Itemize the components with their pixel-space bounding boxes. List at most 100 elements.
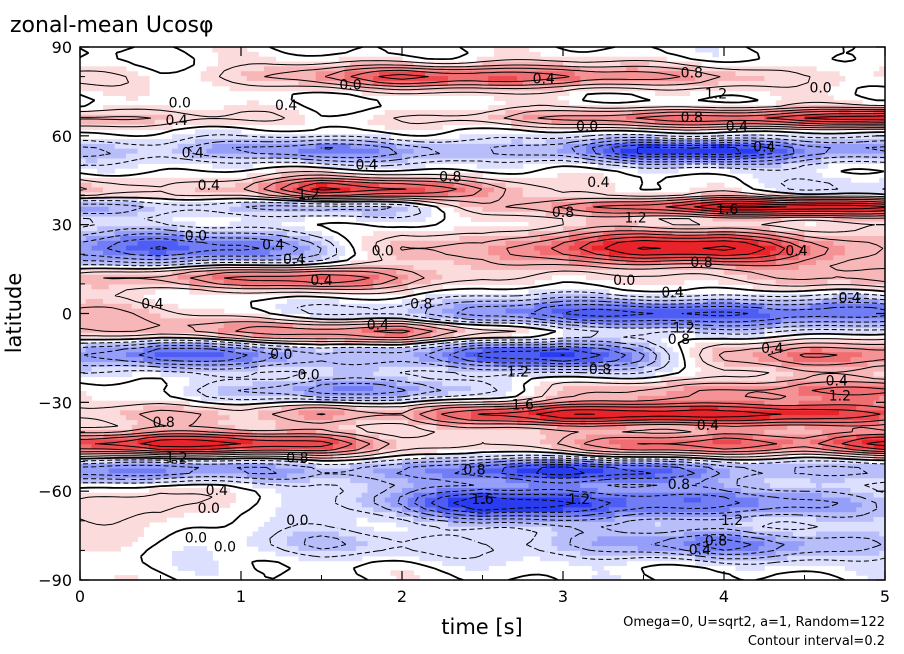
field-cell — [741, 85, 748, 92]
field-cell — [143, 260, 150, 266]
field-cell — [200, 109, 208, 116]
field-cell — [269, 158, 277, 164]
field-cell — [695, 255, 702, 261]
field-cell — [580, 269, 587, 276]
field-cell — [856, 143, 863, 150]
field-cell — [718, 202, 725, 208]
field-cell — [781, 76, 788, 82]
field-cell — [120, 187, 127, 193]
field-cell — [718, 80, 725, 87]
field-cell — [505, 71, 512, 77]
field-cell — [499, 51, 507, 58]
field-cell — [85, 255, 93, 261]
field-cell — [223, 177, 231, 184]
field-cell — [568, 153, 576, 160]
field-cell — [108, 206, 116, 213]
field-cell — [103, 109, 110, 116]
field-cell — [108, 105, 116, 111]
field-cell — [844, 250, 852, 256]
field-cell — [655, 231, 662, 237]
field-cell — [218, 158, 225, 164]
field-cell — [781, 168, 788, 174]
field-cell — [482, 216, 489, 223]
field-cell — [465, 231, 472, 237]
field-cell — [287, 61, 294, 67]
field-cell — [459, 202, 466, 208]
field-cell — [131, 139, 139, 145]
field-cell — [833, 182, 840, 189]
field-cell — [701, 76, 708, 82]
field-cell — [189, 260, 196, 266]
field-cell — [108, 114, 116, 121]
field-cell — [724, 148, 731, 155]
field-cell — [453, 61, 461, 67]
field-cell — [321, 71, 328, 77]
field-cell — [85, 163, 93, 169]
field-cell — [108, 139, 116, 145]
field-cell — [379, 235, 386, 242]
field-cell — [396, 158, 403, 164]
field-cell — [844, 206, 852, 213]
field-cell — [413, 66, 420, 72]
field-cell — [275, 158, 282, 164]
field-cell — [459, 148, 466, 155]
field-cell — [344, 177, 351, 184]
field-cell — [298, 153, 305, 160]
field-cell — [551, 245, 558, 252]
field-cell — [241, 61, 248, 67]
field-cell — [620, 139, 627, 145]
field-cell — [459, 61, 466, 67]
field-cell — [442, 153, 449, 160]
field-cell — [867, 255, 875, 261]
field-cell — [724, 187, 731, 193]
field-cell — [114, 197, 121, 203]
field-cell — [557, 192, 564, 198]
field-cell — [528, 231, 535, 237]
field-cell — [793, 76, 800, 82]
field-cell — [476, 76, 484, 82]
field-cell — [494, 163, 501, 169]
field-cell — [499, 47, 507, 53]
field-cell — [804, 153, 811, 160]
field-cell — [482, 240, 489, 247]
field-cell — [298, 114, 305, 121]
field-cell — [867, 182, 875, 189]
field-cell — [724, 197, 731, 203]
field-cell — [597, 119, 604, 126]
field-cell — [120, 105, 127, 111]
field-cell — [241, 177, 248, 184]
field-cell — [867, 206, 875, 213]
field-cell — [212, 206, 219, 213]
field-cell — [804, 143, 811, 150]
field-cell — [787, 134, 794, 140]
field-cell — [448, 71, 455, 77]
field-cell — [350, 153, 357, 160]
field-cell — [287, 66, 294, 72]
field-cell — [465, 192, 472, 198]
field-cell — [574, 245, 581, 252]
field-cell — [752, 240, 760, 247]
field-cell — [522, 153, 530, 160]
field-cell — [436, 76, 443, 82]
field-cell — [873, 158, 880, 164]
field-cell — [356, 148, 363, 155]
field-cell — [379, 134, 386, 140]
field-cell — [850, 109, 857, 116]
field-cell — [419, 163, 426, 169]
field-cell — [499, 255, 507, 261]
field-cell — [103, 269, 110, 276]
field-cell — [304, 206, 311, 213]
field-cell — [597, 134, 604, 140]
field-cell — [701, 139, 708, 145]
field-cell — [350, 76, 357, 82]
field-cell — [735, 71, 742, 77]
field-cell — [137, 105, 144, 111]
field-cell — [126, 250, 133, 256]
field-cell — [436, 265, 443, 271]
field-cell — [873, 211, 880, 218]
field-cell — [275, 211, 282, 218]
field-cell — [609, 240, 616, 247]
field-cell — [413, 119, 420, 126]
field-cell — [471, 134, 478, 140]
field-cell — [781, 134, 788, 140]
